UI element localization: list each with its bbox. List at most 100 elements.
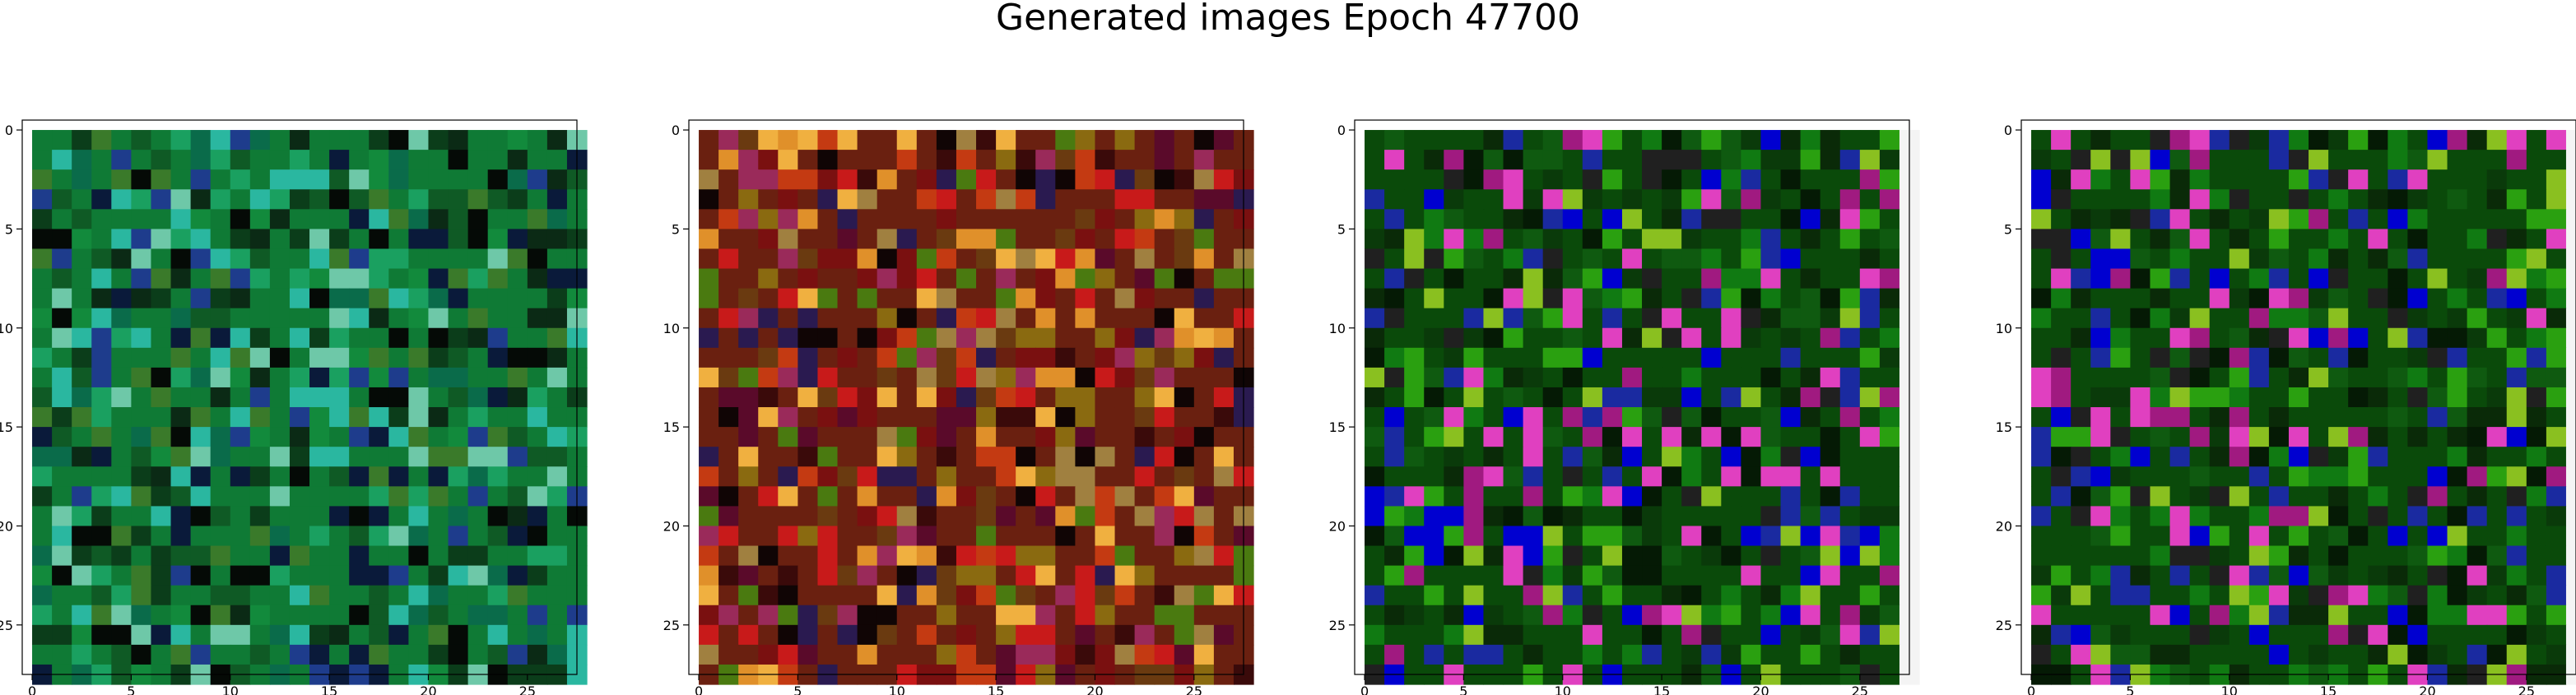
pixel-cell — [448, 605, 469, 626]
pixel-cell — [1681, 447, 1702, 467]
pixel-cell — [1444, 189, 1464, 210]
pixel-cell — [1095, 387, 1116, 408]
pixel-cell — [2071, 407, 2091, 428]
pixel-cell — [738, 308, 759, 329]
pixel-cell — [1035, 308, 1056, 329]
pixel-cell — [797, 585, 819, 606]
pixel-cell — [72, 248, 92, 270]
pixel-cell — [2506, 288, 2527, 309]
pixel-cell — [2150, 347, 2171, 368]
pixel-cell — [1621, 427, 1643, 447]
pixel-cell — [428, 387, 449, 408]
pixel-cell — [369, 229, 389, 250]
pixel-cell — [269, 565, 291, 586]
pixel-cell — [857, 466, 878, 487]
pixel-cell — [2565, 248, 2576, 270]
pixel-cell — [2051, 308, 2071, 329]
pixel-cell — [349, 545, 370, 567]
pixel-cell — [527, 545, 548, 567]
pixel-cell — [1035, 347, 1056, 368]
pixel-cell — [1444, 248, 1464, 270]
pixel-cell — [1879, 268, 1900, 290]
pixel-cell — [1741, 347, 1762, 368]
pixel-cell — [1154, 605, 1175, 626]
pixel-cell — [2150, 585, 2171, 606]
pixel-cell — [170, 526, 192, 547]
pixel-cell — [896, 644, 918, 665]
x-tick-label: 25 — [519, 683, 536, 695]
pixel-cell — [837, 150, 858, 170]
pixel-cell — [1780, 427, 1802, 447]
pixel-cell — [190, 308, 212, 329]
pixel-cell — [2486, 209, 2508, 229]
pixel-cell — [2248, 624, 2270, 646]
pixel-cell — [1095, 248, 1116, 270]
pixel-cell — [72, 130, 92, 151]
pixel-cell — [1404, 347, 1425, 368]
pixel-cell — [1424, 585, 1444, 606]
pixel-cell — [72, 327, 92, 349]
pixel-cell — [2071, 268, 2091, 290]
pixel-cell — [388, 229, 409, 250]
pixel-cell — [111, 407, 132, 428]
pixel-cell — [32, 486, 53, 507]
pixel-cell — [428, 486, 449, 507]
pixel-cell — [349, 327, 370, 349]
pixel-cell — [956, 526, 977, 547]
pixel-cell — [2268, 407, 2290, 428]
pixel-cell — [1741, 130, 1762, 151]
pixel-cell — [72, 367, 92, 388]
pixel-cell — [2486, 189, 2508, 210]
x-tick-label: 5 — [1459, 683, 1467, 695]
pixel-cell — [2388, 466, 2408, 487]
pixel-cell — [349, 427, 370, 447]
pixel-cell — [2348, 150, 2369, 170]
pixel-cell — [111, 308, 132, 329]
pixel-cell — [976, 427, 997, 447]
pixel-cell — [1384, 308, 1405, 329]
pixel-cell — [2388, 447, 2408, 467]
pixel-cell — [91, 367, 112, 388]
pixel-cell — [1075, 624, 1096, 646]
pixel-cell — [1621, 347, 1643, 368]
pixel-cell — [2467, 169, 2488, 190]
pixel-cell — [1839, 248, 1861, 270]
pixel-cell — [230, 327, 251, 349]
pixel-cell — [2427, 347, 2448, 368]
pixel-cell — [249, 248, 271, 270]
pixel-cell — [2209, 585, 2230, 606]
pixel-cell — [2565, 229, 2576, 250]
pixel-cell — [2268, 268, 2290, 290]
pixel-cell — [916, 526, 937, 547]
pixel-cell — [2268, 486, 2290, 507]
pixel-cell — [1760, 447, 1782, 467]
pixel-cell — [2486, 130, 2508, 151]
pixel-cell — [876, 605, 898, 626]
pixel-cell — [309, 466, 330, 487]
pixel-cell — [996, 327, 1016, 349]
pixel-cell — [2506, 248, 2527, 270]
pixel-cell — [896, 367, 918, 388]
pixel-cell — [817, 624, 839, 646]
pixel-cell — [1721, 229, 1741, 250]
pixel-cell — [778, 209, 798, 229]
pixel-cell — [1114, 327, 1136, 349]
pixel-cell — [1621, 327, 1643, 349]
pixel-cell — [2427, 229, 2448, 250]
pixel-cell — [527, 308, 548, 329]
pixel-cell — [428, 644, 449, 665]
pixel-cell — [52, 268, 72, 290]
pixel-cell — [1859, 407, 1881, 428]
pixel-cell — [857, 347, 878, 368]
pixel-cell — [1780, 308, 1802, 329]
pixel-cell — [1839, 407, 1861, 428]
pixel-cell — [91, 486, 112, 507]
pixel-cell — [249, 150, 271, 170]
pixel-cell — [2209, 624, 2230, 646]
pixel-cell — [1424, 387, 1444, 408]
pixel-cell — [408, 585, 430, 606]
x-tick-label: 10 — [222, 683, 239, 695]
pixel-cell — [1760, 169, 1782, 190]
pixel-cell — [2288, 248, 2309, 270]
pixel-cell — [2150, 367, 2171, 388]
